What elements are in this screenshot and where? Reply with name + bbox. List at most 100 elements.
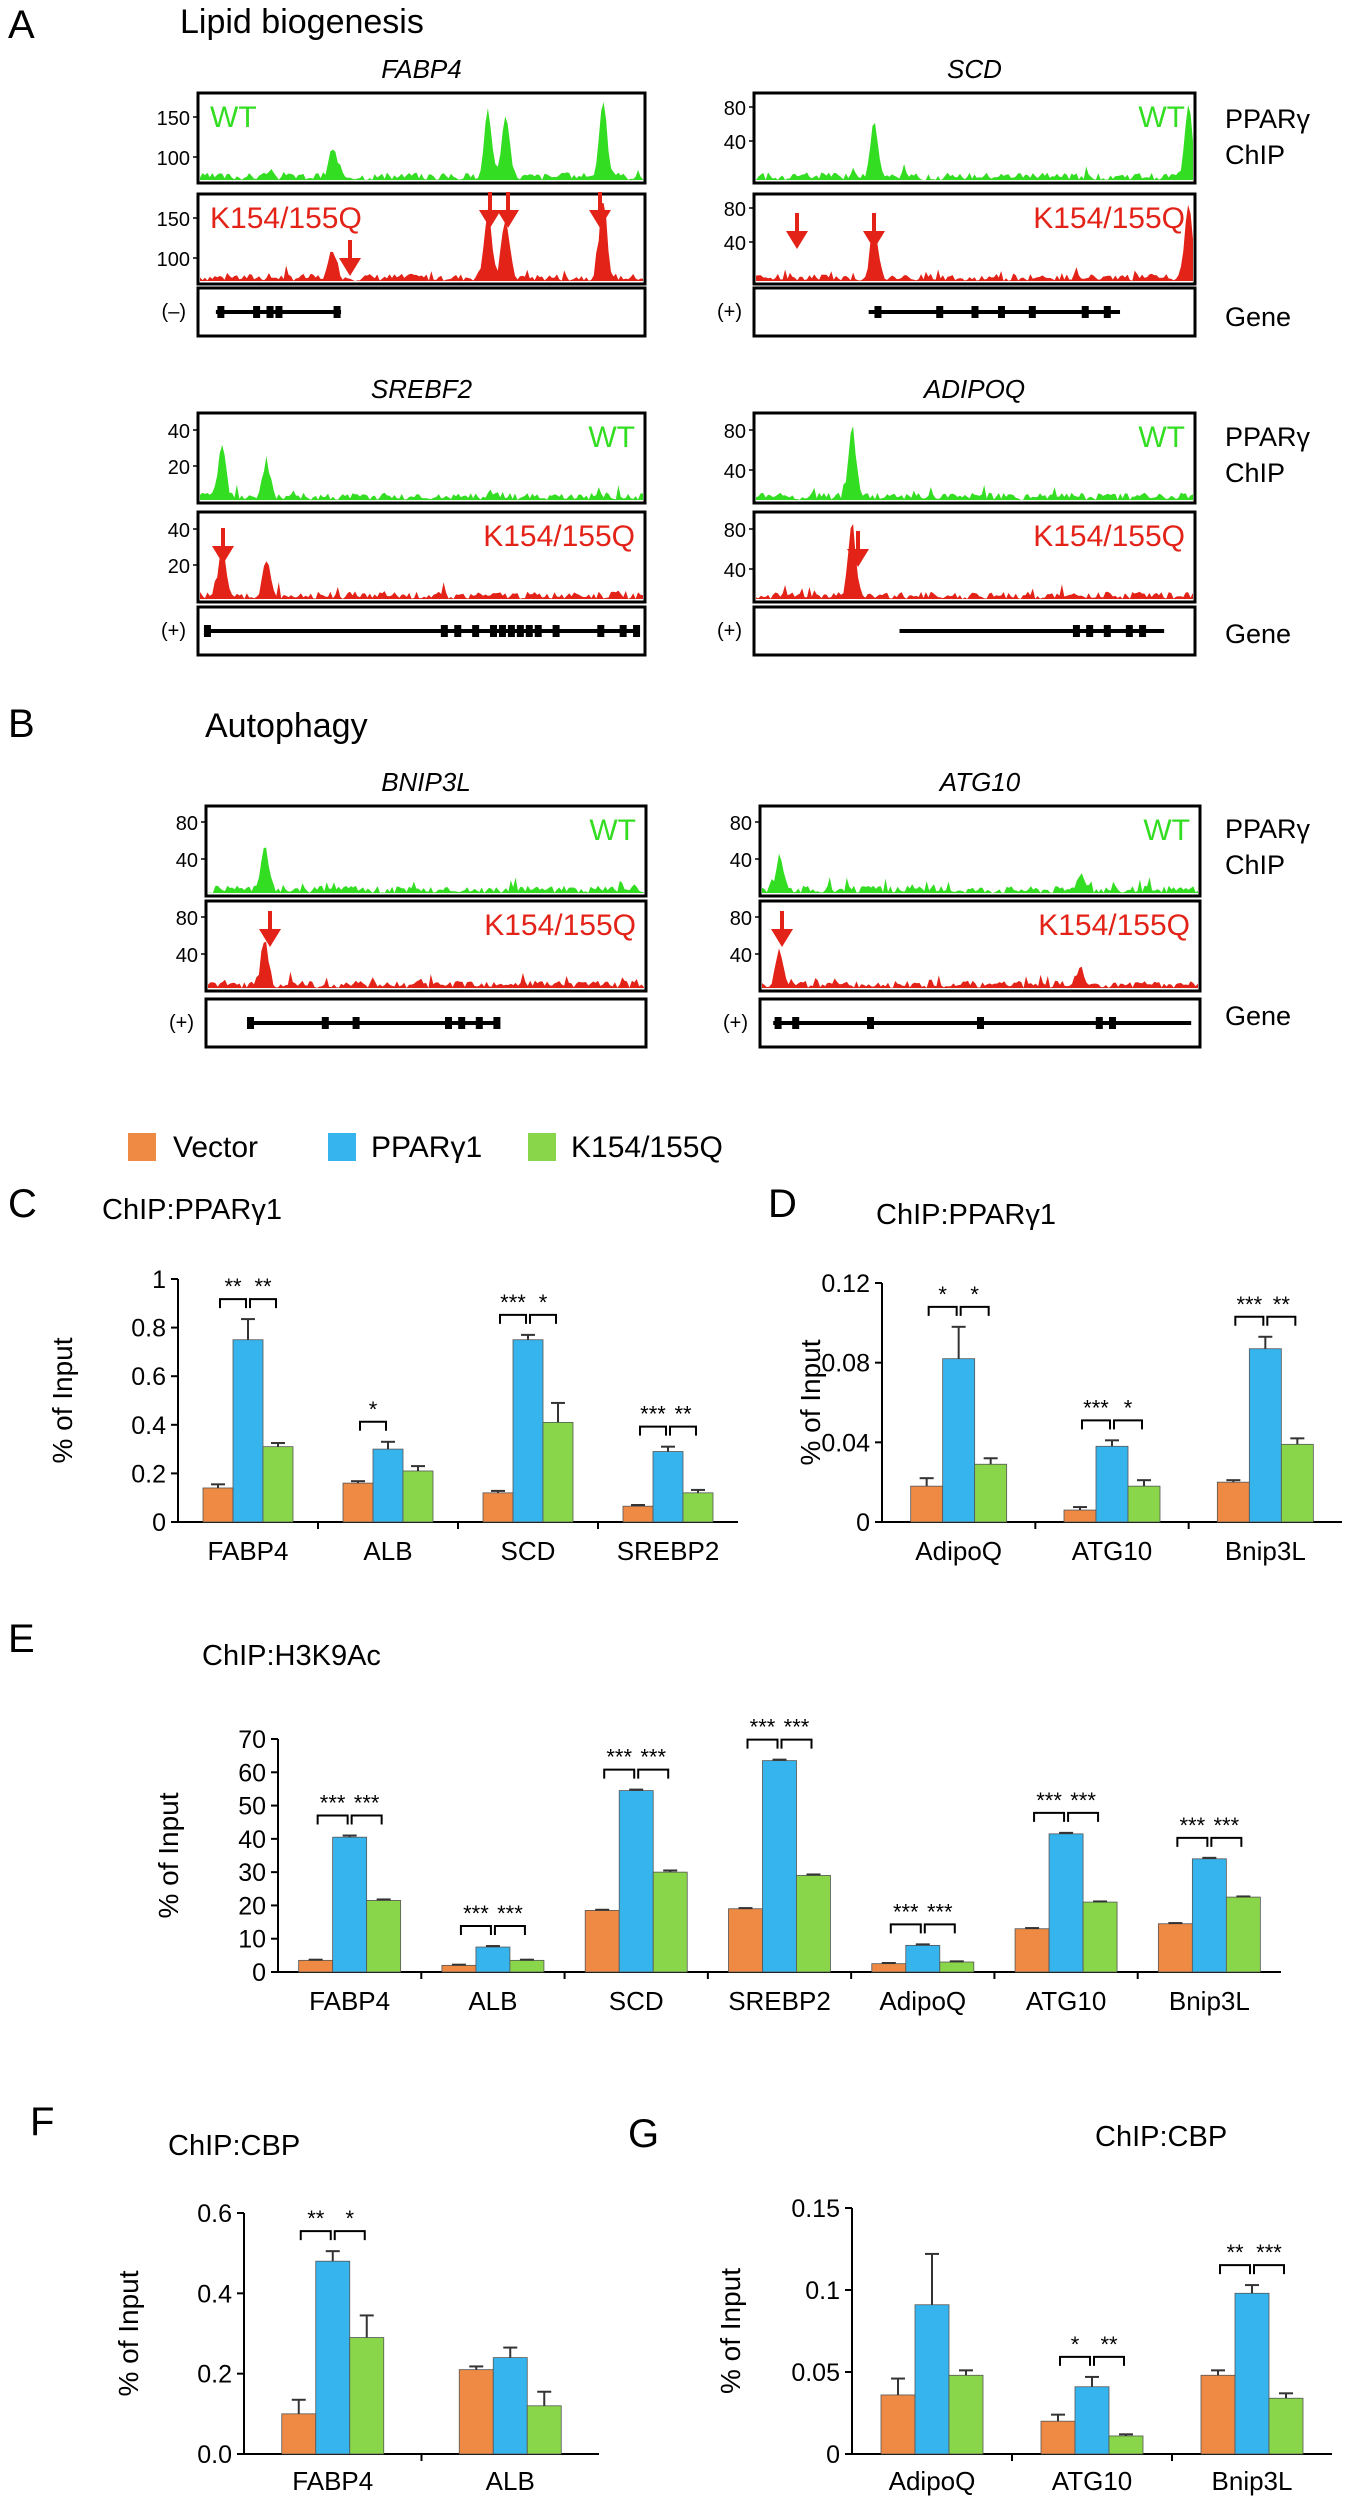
significance-bracket-left [927,1305,958,1316]
bar-ppar-1 [315,2260,351,2455]
gene-track-box [752,605,1197,657]
significance-label: ** [674,1402,692,1427]
mut-signal [200,545,643,599]
mut-signal [208,941,644,988]
track-tick-label: 40 [724,560,746,582]
genome-tracks: FABP4 WT K154/155Q 150 100 150 100 (–) SCD WT K154… [157,54,1202,1049]
bar-charts: ChIP:PPARγ1 % of Input 0 0.2 0.4 0.6 0.8 1 FABP4… [47,1194,1342,2496]
chart-d: ChIP:PPARγ1 % of Input 0 0.04 0.08 0.12 AdipoQ… [795,1199,1342,1566]
x-tick-label: ALB [468,1986,517,2016]
significance-label: ** [1226,2240,1244,2265]
wt-signal [756,104,1193,180]
track-tick-label: 100 [157,148,190,170]
strand-label: (+) [169,1012,194,1034]
track-tick-label: 40 [168,520,190,542]
gene-label-3: Gene [1225,1001,1291,1031]
significance-label: *** [640,1745,666,1770]
bar-vector [202,1487,234,1523]
significance-bracket-left [499,1313,527,1324]
x-tick-label: Bnip3L [1212,2466,1293,2496]
exon-mark [525,625,533,637]
significance-bracket-left [1059,2355,1091,2366]
significance-bracket-left [1234,1315,1265,1326]
x-tick-label: ALB [363,1536,412,1566]
y-tick-label: 30 [238,1859,266,1887]
significance-label: *** [927,1899,953,1924]
track-group-atg10: ATG10 WT K154/155Q 80 40 80 40 (+) [723,767,1202,1049]
bar-vector [342,1482,374,1523]
significance-bracket-left [1033,1811,1066,1822]
bar-ppar-1 [232,1339,264,1523]
track-tick-label: 20 [168,457,190,479]
bar-vector [1040,2420,1076,2455]
exon-mark [217,306,225,318]
track-tick-label: 20 [168,556,190,578]
x-tick-label: ATG10 [1052,2466,1132,2496]
peak-arrow-head [771,929,793,947]
bar-vector [281,2413,317,2455]
gene-track-box [752,286,1197,338]
exon-mark [352,1017,360,1029]
mut-track-box [196,510,647,604]
bar-ppar-1 [914,2304,950,2455]
mut-track-box [758,899,1202,993]
x-tick-label: FABP4 [309,1986,390,2016]
bar-ppar-1 [762,1760,797,1973]
significance-label: *** [497,1901,523,1926]
bar-vector [1157,1923,1193,1973]
wt-signal [208,847,644,893]
bar-vector [910,1485,944,1523]
x-tick-label: SREBP2 [617,1536,720,1566]
wt-signal [756,426,1193,500]
bar-k154-155q [652,1871,688,1973]
wt-signal [200,102,643,180]
y-tick-label: 40 [238,1826,266,1854]
strand-label: (+) [717,620,742,642]
exon-mark [619,625,627,637]
mut-track-box [752,510,1197,604]
y-tick-label: 10 [238,1926,266,1954]
exon-mark [266,306,274,318]
gene-track-box [196,286,647,338]
bar-vector [1216,1481,1250,1523]
significance-label: *** [893,1899,919,1924]
significance-bracket-right [1093,2355,1125,2366]
significance-label: ** [1100,2332,1118,2357]
y-tick-label: 0.15 [791,2195,840,2223]
x-tick-label: SCD [501,1536,556,1566]
exon-mark [1095,1017,1103,1029]
ppar-chip-label-3b: ChIP [1225,850,1285,880]
legend-label-k154: K154/155Q [571,1131,723,1164]
peak-arrow-head [863,231,885,249]
y-tick-label: 0.05 [791,2359,840,2387]
y-axis-label: % of Input [113,2270,144,2396]
track-tick-label: 40 [176,850,198,872]
significance-bracket-left [746,1738,779,1749]
panel-letter-e: E [8,1617,35,1661]
mut-label: K154/155Q [1033,202,1185,235]
mut-track-box [752,192,1197,286]
significance-label: * [1124,1395,1133,1420]
bar-vector [584,1910,620,1973]
peak-arrow-head [259,929,281,947]
bar-ppar-1 [1234,2292,1270,2455]
bar-vector [298,1959,334,1973]
significance-label: ** [307,2206,325,2231]
bar-ppar-1 [618,1790,654,1973]
peak-arrow-head [786,231,808,249]
significance-bracket-left [219,1298,247,1309]
exon-mark [867,1017,874,1029]
bar-k154-155q [1127,1485,1161,1523]
panel-letter-b: B [8,702,35,746]
bar-vector [482,1492,514,1523]
exon-mark [498,625,506,637]
significance-bracket-right [1210,1836,1243,1847]
track-tick-label: 80 [724,98,746,120]
bar-k154-155q [542,1421,574,1523]
wt-track-box [204,804,648,898]
significance-label: *** [640,1402,666,1427]
mut-signal [762,948,1198,988]
exon-mark [1109,1017,1116,1029]
significance-bracket-right [1266,1315,1297,1326]
